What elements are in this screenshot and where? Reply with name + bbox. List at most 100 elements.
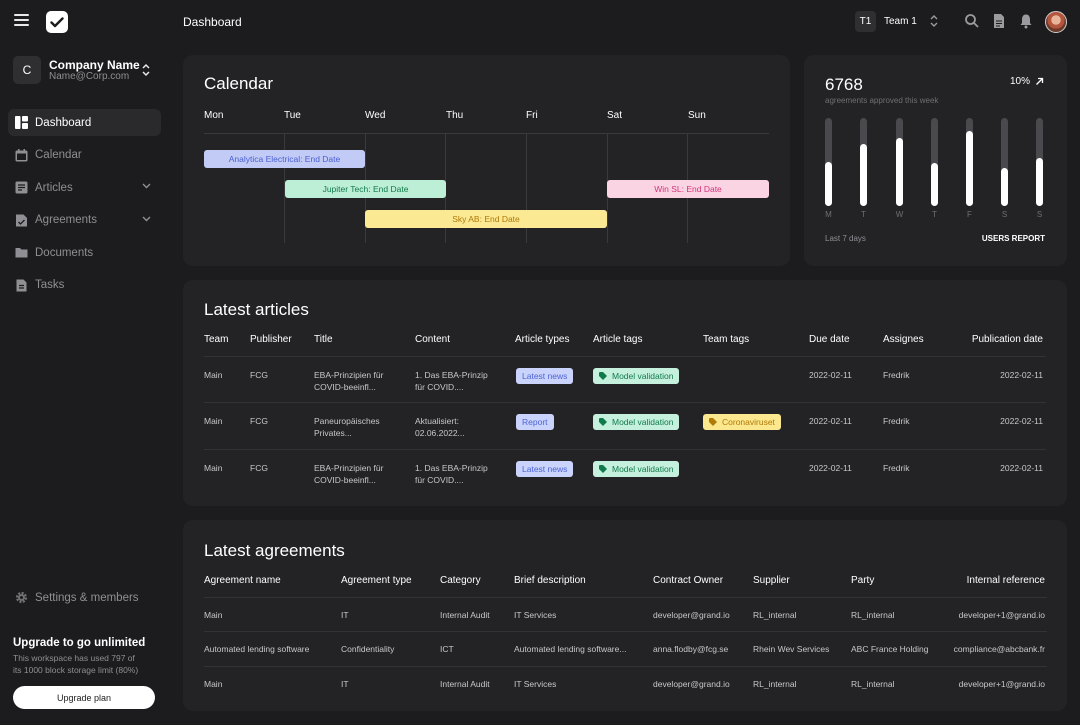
publication-date-cell: 2022-02-11 [1000,416,1043,426]
internal-reference-cell: compliance@abcbank.fr [953,644,1045,654]
calendar-day-thu: Thu [446,110,464,121]
publisher-cell: FCG [250,463,268,473]
weekday-bar [896,118,903,206]
column-header[interactable]: Supplier [753,575,790,586]
calendar-event[interactable]: Analytica Electrical: End Date [204,150,365,168]
sidebar-item-articles[interactable]: Articles [8,174,161,201]
team-badge[interactable]: T1 [855,11,876,32]
column-header[interactable]: Brief description [514,575,586,586]
column-header[interactable]: Agreement name [204,575,281,586]
upgrade-title: Upgrade to go unlimited [13,637,146,649]
row-divider [204,449,1046,450]
upgrade-description: This workspace has used 797 of its 1000 … [13,653,163,676]
column-header[interactable]: Category [440,575,481,586]
sidebar-item-calendar[interactable]: Calendar [8,142,161,169]
weekday-bar-fill [966,131,973,206]
article-tag[interactable]: Model validation [593,461,680,477]
stat-change-value: 10% [1009,76,1030,87]
assignee-cell: Fredrik [883,463,910,473]
column-header[interactable]: Party [851,575,875,586]
title-line: Privates... [314,428,352,438]
calendar-icon [15,148,28,161]
title-line: EBA-Prinzipien für [314,370,384,380]
column-header[interactable]: Agreement type [341,575,412,586]
article-type-tag[interactable]: Latest news [516,461,574,477]
party-cell: RL_internal [851,610,895,620]
sidebar-item-tasks[interactable]: Tasks [8,272,161,299]
settings-members-link[interactable]: Settings & members [15,591,139,604]
stat-period: Last 7 days [825,234,866,243]
sidebar-item-documents[interactable]: Documents [8,239,161,266]
calendar-card: Calendar Mon Tue Wed Thu Fri Sat Sun Ana… [183,55,790,266]
article-type-tag[interactable]: Report [516,414,554,430]
category-cell: Internal Audit [440,679,490,689]
column-header[interactable]: Article tags [593,334,643,345]
calendar-event[interactable]: Sky AB: End Date [365,210,607,228]
column-header[interactable]: Content [415,334,451,345]
tag-label: Report [522,417,548,427]
top-bar: Dashboard T1 Team 1 [0,0,1080,44]
weekday-bar [825,118,832,206]
document-icon[interactable] [991,13,1007,29]
agreement-name-cell[interactable]: Main [204,610,223,620]
publisher-cell: FCG [250,370,268,380]
calendar-day-fri: Fri [526,110,538,121]
column-header[interactable]: Team tags [703,334,750,345]
app-logo-icon[interactable] [46,11,68,33]
calendar-day-mon: Mon [204,110,224,121]
chevron-up-down-icon[interactable] [928,13,940,29]
description-cell: IT Services [514,679,557,689]
bell-icon[interactable] [1018,13,1034,29]
category-cell: ICT [440,644,454,654]
article-tag[interactable]: Model validation [593,414,680,430]
team-tag[interactable]: Coronaviruset [703,414,781,430]
dashboard-icon [15,116,28,129]
users-report-link[interactable]: USERS REPORT [981,234,1045,243]
chevron-down-icon[interactable] [142,183,151,189]
agreement-name-cell[interactable]: Automated lending software [204,644,310,654]
tag-label: Latest news [522,371,568,381]
search-icon[interactable] [964,13,980,29]
column-header[interactable]: Due date [809,334,850,345]
calendar-event[interactable]: Win SL: End Date [607,180,769,198]
title-cell[interactable]: EBA-Prinzipien für COVID-beeinfl... [314,462,383,486]
column-header[interactable]: Team [204,334,229,345]
team-name[interactable]: Team 1 [884,16,917,27]
sidebar-item-label: Dashboard [35,116,92,129]
agreement-name-cell[interactable]: Main [204,679,223,689]
tag-label: Latest news [522,464,568,474]
calendar-event[interactable]: Jupiter Tech: End Date [285,180,446,198]
article-type-tag[interactable]: Latest news [516,368,574,384]
user-avatar[interactable] [1045,11,1067,33]
chevron-up-down-icon[interactable] [141,62,151,78]
company-switcher[interactable]: C Company Name Name@Corp.com [13,56,163,84]
upgrade-plan-button[interactable]: Upgrade plan [13,686,155,709]
tasks-icon [16,279,27,291]
title-cell[interactable]: EBA-Prinzipien für COVID-beeinfl... [314,369,383,393]
title-cell[interactable]: Paneuropäisches Privates... [314,415,380,439]
folder-icon [15,248,28,258]
column-header[interactable]: Publisher [250,334,292,345]
weekday-label: T [932,210,937,219]
due-date-cell: 2022-02-11 [809,370,852,380]
company-email: Name@Corp.com [49,71,130,82]
hamburger-menu-icon[interactable] [14,14,29,26]
article-tag[interactable]: Model validation [593,368,680,384]
column-header[interactable]: Assignes [883,334,924,345]
team-cell: Main [204,370,223,380]
calendar-gridline [284,133,285,243]
column-header[interactable]: Publication date [971,334,1043,345]
sidebar-item-dashboard[interactable]: Dashboard [8,109,161,136]
sidebar-item-agreements[interactable]: Agreements [8,207,161,234]
column-header[interactable]: Internal reference [966,575,1045,586]
agreement-type-cell: Confidentiality [341,644,395,654]
supplier-cell: Rhein Wev Services [753,644,830,654]
weekday-label: F [967,210,972,219]
column-header[interactable]: Contract Owner [653,575,724,586]
column-header[interactable]: Title [314,334,333,345]
column-header[interactable]: Article types [515,334,570,345]
chevron-down-icon[interactable] [142,216,151,222]
tag-label: Coronaviruset [722,417,775,427]
content-cell: 1. Das EBA-Prinzip für COVID.... [415,462,488,486]
weekday-label: S [1001,210,1008,219]
